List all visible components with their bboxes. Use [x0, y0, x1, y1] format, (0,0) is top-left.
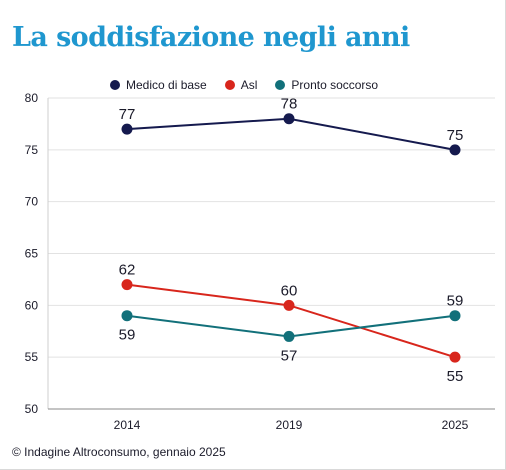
legend-label-medico-di-base: Medico di base — [126, 78, 207, 92]
data-label-medico-di-base-2014: 77 — [119, 106, 136, 123]
data-point-medico-di-base-2025 — [449, 144, 461, 156]
data-point-asl-2025 — [449, 351, 461, 363]
data-point-medico-di-base-2019 — [283, 113, 295, 125]
data-label-pronto-soccorso-2019: 57 — [281, 347, 298, 364]
legend-item-medico-di-base: Medico di base — [110, 78, 207, 92]
data-label-pronto-soccorso-2025: 59 — [447, 293, 464, 310]
y-tick-label-70: 70 — [25, 195, 39, 209]
legend-swatch-pronto-soccorso — [275, 80, 286, 90]
source-note: © Indagine Altroconsumo, gennaio 2025 — [12, 445, 226, 459]
legend-label-asl: Asl — [240, 78, 258, 92]
legend-item-pronto-soccorso: Pronto soccorso — [275, 78, 378, 92]
data-label-pronto-soccorso-2014: 59 — [119, 327, 136, 344]
y-tick-label-50: 50 — [25, 402, 39, 416]
data-point-asl-2019 — [283, 299, 295, 311]
legend-label-pronto-soccorso: Pronto soccorso — [291, 78, 379, 92]
data-point-asl-2014 — [121, 279, 133, 291]
y-tick-label-55: 55 — [25, 350, 39, 364]
y-tick-label-80: 80 — [25, 91, 39, 105]
chart-title: La soddisfazione negli anni — [12, 22, 410, 53]
x-tick-label-2019: 2019 — [276, 418, 303, 432]
legend-swatch-medico-di-base — [110, 80, 120, 90]
y-tick-label-65: 65 — [25, 247, 39, 261]
x-tick-label-2025: 2025 — [442, 418, 469, 432]
data-label-asl-2014: 62 — [119, 262, 136, 279]
legend: Medico di base Asl Pronto soccorso — [110, 78, 378, 92]
data-label-medico-di-base-2019: 78 — [281, 96, 298, 113]
data-label-medico-di-base-2025: 75 — [447, 127, 464, 144]
y-tick-label-60: 60 — [25, 298, 39, 312]
data-point-pronto-soccorso-2025 — [449, 310, 461, 322]
data-label-asl-2025: 55 — [447, 368, 464, 385]
y-tick-label-75: 75 — [25, 143, 39, 157]
data-point-medico-di-base-2014 — [121, 123, 133, 135]
data-point-pronto-soccorso-2019 — [283, 330, 295, 342]
legend-swatch-asl — [224, 80, 235, 90]
data-point-pronto-soccorso-2014 — [121, 310, 133, 322]
x-tick-label-2014: 2014 — [114, 418, 141, 432]
data-label-asl-2019: 60 — [281, 282, 298, 299]
legend-item-asl: Asl — [224, 78, 258, 92]
